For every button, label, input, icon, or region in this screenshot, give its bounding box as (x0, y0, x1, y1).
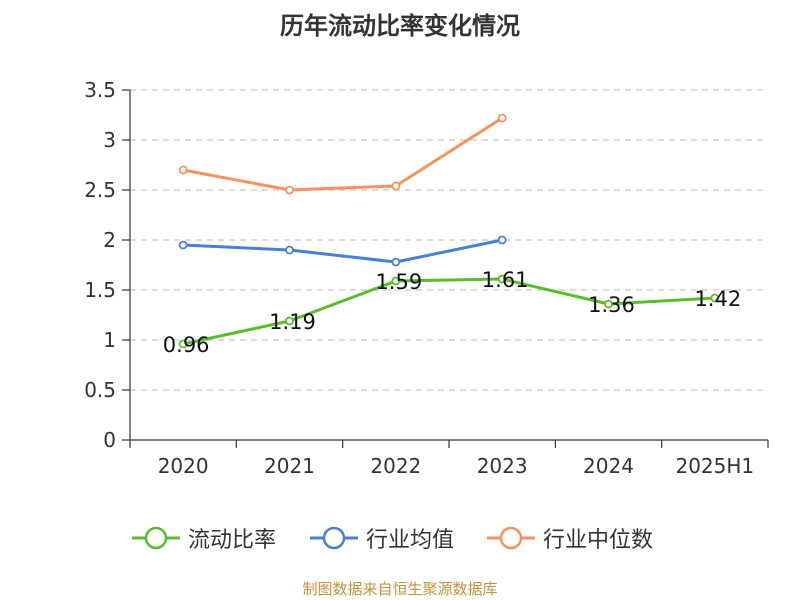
legend-marker (499, 526, 523, 550)
x-tick-label: 2024 (583, 454, 634, 478)
legend-marker (322, 526, 346, 550)
legend-marker (144, 526, 168, 550)
series-line-0 (182, 277, 715, 346)
axes: 0 0.5 1 1.5 2 2.5 3 3.5 2020 2021 2022 2023 2024 2025… (84, 78, 769, 478)
grid-lines (130, 89, 768, 391)
y-tick-label: 2 (103, 228, 116, 252)
legend-item-industry-mean[interactable]: 行业均值 (310, 518, 454, 558)
series-lines (178, 113, 720, 349)
data-point[interactable] (497, 274, 507, 284)
legend-label-industry-mean: 行业均值 (366, 528, 455, 553)
data-point[interactable] (285, 316, 294, 326)
data-point[interactable] (178, 165, 188, 175)
series-line-2 (182, 116, 503, 192)
data-label: 1.19 (269, 310, 316, 334)
x-tick-label: 2025H1 (675, 454, 754, 478)
data-label: 0.96 (163, 333, 210, 357)
data-point[interactable] (710, 293, 720, 303)
data-point[interactable] (391, 276, 401, 286)
data-labels: 0.96 1.19 1.59 1.61 1.36 1.42 (163, 268, 741, 357)
data-point[interactable] (604, 299, 613, 309)
legend-item-industry-median[interactable]: 行业中位数 (487, 518, 653, 558)
legend: 流动比率 行业均值 行业中位数 (0, 518, 800, 558)
x-tick-label: 2020 (158, 454, 209, 478)
y-tick-label: 1.5 (84, 278, 116, 302)
legend-swatch-industry-mean (310, 526, 358, 550)
y-tick-label: 0 (103, 428, 116, 452)
data-point[interactable] (285, 185, 294, 195)
source-note: 制图数据来自恒生聚源数据库 (302, 580, 498, 598)
chart-title: 历年流动比率变化情况 (280, 12, 520, 40)
data-point[interactable] (391, 257, 401, 267)
legend-item-current-ratio[interactable]: 流动比率 (132, 518, 276, 558)
y-tick-label: 0.5 (84, 378, 116, 402)
y-tick-label: 3 (103, 128, 116, 152)
data-label: 1.59 (375, 270, 422, 294)
x-tick-label: 2022 (370, 454, 421, 478)
y-tick-label: 2.5 (84, 178, 116, 202)
legend-label-industry-median: 行业中位数 (543, 528, 654, 553)
data-point[interactable] (497, 113, 507, 123)
data-label: 1.42 (694, 287, 741, 311)
data-label: 1.61 (482, 268, 529, 292)
legend-swatch-industry-median (487, 526, 535, 550)
legend-label-current-ratio: 流动比率 (188, 528, 277, 553)
y-tick-label: 3.5 (84, 78, 116, 102)
x-tick-label: 2023 (477, 454, 528, 478)
legend-swatch-current-ratio (132, 526, 180, 550)
data-point[interactable] (391, 181, 401, 191)
data-label: 1.36 (588, 293, 635, 317)
data-point[interactable] (497, 235, 507, 245)
data-point[interactable] (178, 339, 188, 349)
data-point[interactable] (178, 240, 188, 250)
x-tick-label: 2021 (264, 454, 315, 478)
data-point[interactable] (285, 245, 294, 255)
y-tick-label: 1 (103, 328, 116, 352)
series-line-1 (183, 238, 503, 264)
